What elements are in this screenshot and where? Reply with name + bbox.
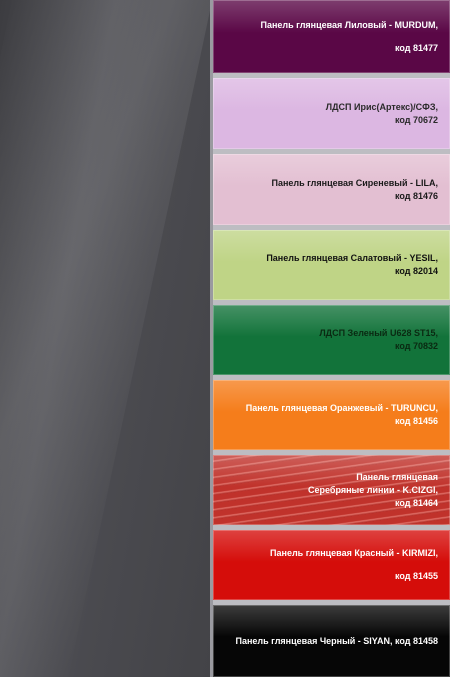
swatch-code: код 70832 [394,341,438,351]
large-sample-panel [0,0,210,677]
swatch-code: код 70672 [394,114,438,125]
swatch-label: ЛДСП Ирис(Артекс)/СФЗ, [325,101,438,112]
swatch-label: Серебряные линии - K.CIZGI, [308,484,438,495]
swatch-k-cizgi[interactable]: Панель глянцевая Серебряные линии - K.CI… [213,455,450,525]
swatch-iris[interactable]: ЛДСП Ирис(Артекс)/СФЗ, код 70672 [213,78,450,149]
swatch-label: Панель глянцевая Черный - SIYAN, код 814… [235,635,438,646]
swatch-list: Панель глянцевая Лиловый - MURDUM, код 8… [213,0,450,677]
swatch-code: код 81477 [394,42,438,53]
swatch-lila[interactable]: Панель глянцевая Сиреневый - LILA, код 8… [213,154,450,225]
swatch-code: код 81455 [394,571,438,581]
swatch-yesil[interactable]: Панель глянцевая Салатовый - YESIL, код … [213,230,450,300]
swatch-label: ЛДСП Зеленый U628 ST15, [319,328,438,338]
panel-divider [210,0,213,677]
swatch-label: Панель глянцевая Лиловый - MURDUM, [260,19,439,30]
swatch-code: код 82014 [394,266,438,276]
swatch-turuncu[interactable]: Панель глянцевая Оранжевый - TURUNCU, ко… [213,380,450,450]
swatch-label: Панель глянцевая [356,471,438,482]
swatch-siyan[interactable]: Панель глянцевая Черный - SIYAN, код 814… [213,605,450,677]
swatch-kirmizi[interactable]: Панель глянцевая Красный - KIRMIZI, код … [213,530,450,600]
swatch-label: Панель глянцевая Сиреневый - LILA, [271,177,438,188]
swatch-green-u628[interactable]: ЛДСП Зеленый U628 ST15, код 70832 [213,305,450,375]
swatch-murdum[interactable]: Панель глянцевая Лиловый - MURDUM, код 8… [213,0,450,73]
swatch-code: код 81456 [394,416,438,426]
swatch-label: Панель глянцевая Салатовый - YESIL, [266,253,438,263]
swatch-label: Панель глянцевая Красный - KIRMIZI, [270,548,438,558]
swatch-code: код 81476 [394,190,438,201]
swatch-code: код 81464 [394,497,438,508]
swatch-label: Панель глянцевая Оранжевый - TURUNCU, [245,403,438,413]
